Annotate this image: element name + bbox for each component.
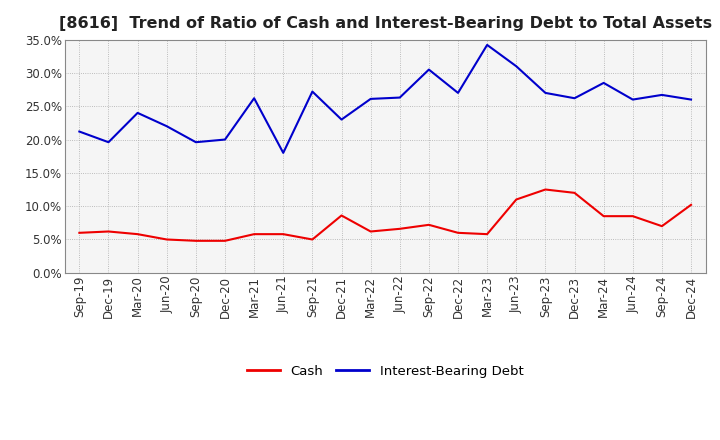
Title: [8616]  Trend of Ratio of Cash and Interest-Bearing Debt to Total Assets: [8616] Trend of Ratio of Cash and Intere… (58, 16, 712, 32)
Legend: Cash, Interest-Bearing Debt: Cash, Interest-Bearing Debt (241, 359, 529, 383)
